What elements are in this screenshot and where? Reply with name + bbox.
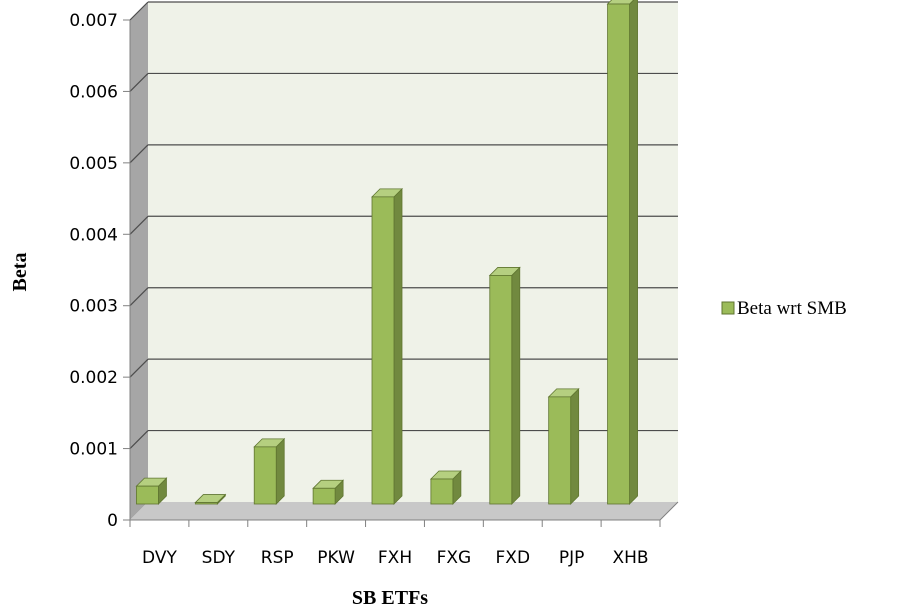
- bar-front: [430, 478, 454, 505]
- x-tick-labels: DVY SDY RSP PKW FXH FXG FXD PJP XHB: [142, 548, 649, 568]
- gridline-side: [129, 73, 149, 92]
- bar-front: [607, 3, 630, 505]
- bar-side: [275, 437, 285, 505]
- bar-front: [489, 275, 513, 505]
- legend-swatch: [721, 301, 735, 315]
- y-axis-title: Beta: [9, 253, 31, 292]
- y-tick-labels: 0 0.001 0.002 0.003 0.004 0.005 0.006 0.007: [69, 11, 118, 531]
- x-tick-label: PKW: [317, 548, 355, 568]
- x-tick-label: FXH: [378, 548, 412, 568]
- side-wall: [130, 2, 148, 520]
- legend-label: Beta wrt SMB: [737, 298, 847, 319]
- gridline-side: [129, 430, 149, 449]
- x-tick-label: FXD: [496, 548, 531, 568]
- y-tick-label: 0.007: [69, 11, 118, 31]
- bar-front: [136, 485, 159, 505]
- bar-side: [393, 187, 403, 505]
- y-tick-label: 0: [107, 511, 118, 531]
- x-tick-label: FXG: [437, 548, 472, 568]
- y-tick-label: 0.002: [69, 368, 118, 388]
- bar: [253, 437, 286, 505]
- bar: [312, 479, 345, 505]
- bar-front: [194, 502, 218, 505]
- bar-front: [371, 196, 395, 505]
- x-tick-label: SDY: [202, 548, 236, 568]
- x-tick-label: DVY: [142, 548, 177, 568]
- bar: [194, 493, 227, 505]
- bar-side: [511, 266, 521, 505]
- y-tick-label: 0.005: [69, 154, 118, 174]
- bar: [135, 477, 168, 505]
- gridlines: [129, 1, 678, 449]
- y-tick-label: 0.006: [69, 82, 118, 102]
- axes: [123, 19, 679, 527]
- chart-walls: [130, 2, 678, 520]
- bar: [547, 387, 580, 505]
- y-tick-label: 0.004: [69, 225, 118, 245]
- bar-front: [253, 446, 277, 505]
- legend: Beta wrt SMB: [721, 298, 847, 319]
- bar-side: [570, 387, 580, 505]
- gridline-side: [129, 1, 149, 21]
- floor-edge: [659, 501, 679, 521]
- bar: [371, 187, 403, 505]
- y-tick-label: 0.001: [69, 440, 118, 460]
- gridline-side: [129, 287, 149, 307]
- bar: [606, 0, 638, 505]
- floor: [130, 502, 678, 520]
- gridline-side: [129, 358, 149, 378]
- back-wall: [148, 2, 678, 502]
- bar: [429, 470, 462, 505]
- bar-side: [629, 0, 638, 505]
- x-tick-label: RSP: [261, 548, 294, 568]
- gridline-side: [129, 215, 149, 235]
- x-axis-title: SB ETFs: [352, 587, 428, 609]
- gridline-side: [129, 144, 149, 164]
- x-tick-label: PJP: [559, 548, 585, 568]
- bar: [488, 266, 521, 505]
- bars: [135, 0, 638, 505]
- bar-front: [548, 396, 572, 505]
- y-tick-label: 0.003: [69, 297, 118, 317]
- x-tick-label: XHB: [613, 548, 649, 568]
- bar-front: [312, 487, 336, 505]
